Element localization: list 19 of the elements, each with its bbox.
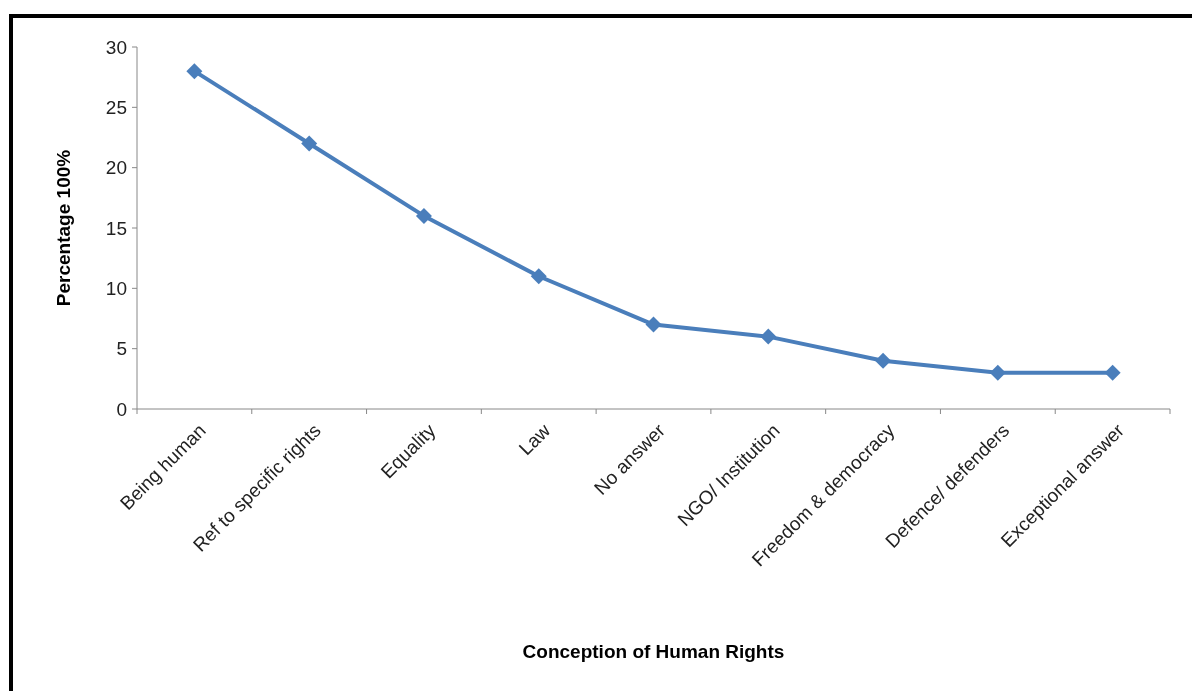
y-tick-label: 25 xyxy=(105,96,127,118)
point xyxy=(415,207,432,224)
y-tick-label: 15 xyxy=(105,217,127,239)
point xyxy=(875,352,892,369)
y-tick-label: 30 xyxy=(105,36,127,58)
point xyxy=(301,135,318,152)
y-tick-label: 20 xyxy=(105,157,127,179)
y-tick-label: 10 xyxy=(105,277,127,299)
x-axis-title: Conception of Human Rights xyxy=(522,641,785,662)
x-tick-label: Law xyxy=(514,419,555,460)
y-tick-label: 0 xyxy=(116,398,127,420)
point xyxy=(645,316,662,333)
point xyxy=(530,268,547,285)
point xyxy=(989,364,1006,381)
point xyxy=(760,328,777,345)
point xyxy=(1104,364,1121,381)
y-tick-label: 5 xyxy=(116,338,127,360)
point xyxy=(186,63,203,80)
y-axis-title: Percentage 100% xyxy=(53,149,74,307)
